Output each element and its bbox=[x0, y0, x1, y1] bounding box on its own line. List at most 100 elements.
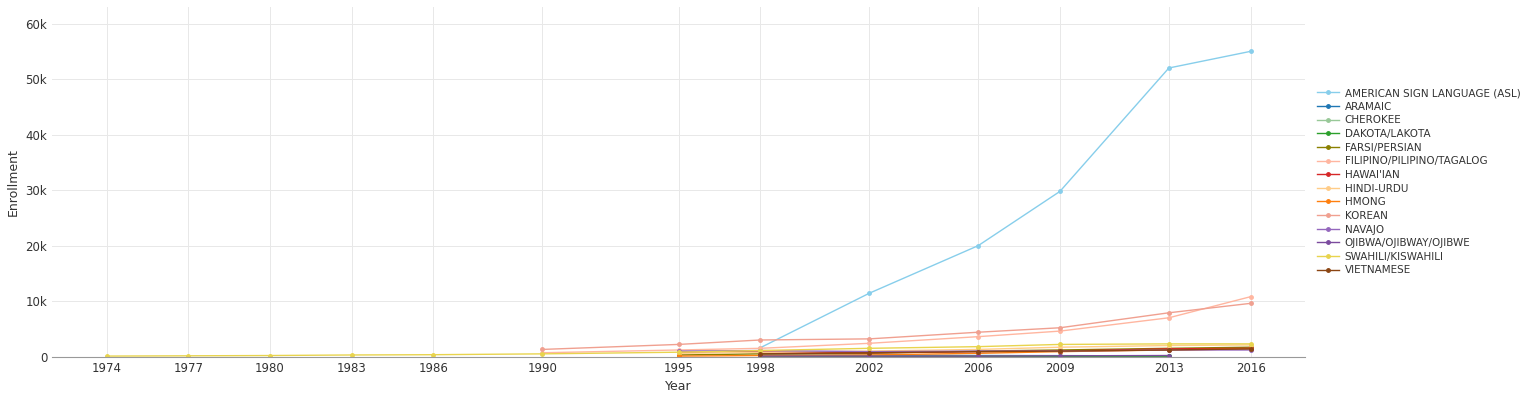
HINDI-URDU bbox=[1159, 343, 1177, 348]
OJIBWA/OJIBWAY/OJIBWE bbox=[1051, 354, 1069, 358]
DAKOTA/LAKOTA bbox=[1051, 354, 1069, 359]
HMONG bbox=[1159, 348, 1177, 352]
HMONG bbox=[860, 352, 878, 357]
CHEROKEE bbox=[751, 354, 770, 358]
DAKOTA/LAKOTA bbox=[751, 354, 770, 358]
OJIBWA/OJIBWAY/OJIBWE bbox=[860, 354, 878, 358]
SWAHILI/KISWAHILI bbox=[425, 352, 443, 357]
VIETNAMESE bbox=[1241, 346, 1260, 351]
DAKOTA/LAKOTA bbox=[970, 354, 988, 359]
HAWAI'IAN bbox=[751, 349, 770, 354]
CHEROKEE bbox=[860, 354, 878, 358]
FILIPINO/PILIPINO/TAGALOG bbox=[533, 350, 551, 355]
HMONG bbox=[1241, 346, 1260, 351]
ARAMAIC bbox=[1159, 354, 1177, 358]
HAWAI'IAN bbox=[860, 350, 878, 355]
HMONG bbox=[751, 353, 770, 358]
SWAHILI/KISWAHILI bbox=[342, 352, 360, 357]
KOREAN bbox=[669, 342, 687, 347]
AMERICAN SIGN LANGUAGE (ASL) bbox=[1051, 189, 1069, 194]
KOREAN bbox=[1051, 325, 1069, 330]
FILIPINO/PILIPINO/TAGALOG bbox=[860, 341, 878, 346]
CHEROKEE bbox=[1051, 354, 1069, 358]
ARAMAIC bbox=[860, 353, 878, 358]
FILIPINO/PILIPINO/TAGALOG bbox=[751, 346, 770, 351]
HAWAI'IAN bbox=[669, 350, 687, 354]
VIETNAMESE bbox=[970, 349, 988, 354]
Line: FARSI/PERSIAN: FARSI/PERSIAN bbox=[676, 346, 1252, 357]
HINDI-URDU bbox=[970, 347, 988, 352]
Line: FILIPINO/PILIPINO/TAGALOG: FILIPINO/PILIPINO/TAGALOG bbox=[541, 295, 1252, 354]
OJIBWA/OJIBWAY/OJIBWE bbox=[751, 354, 770, 358]
OJIBWA/OJIBWAY/OJIBWE bbox=[970, 354, 988, 358]
SWAHILI/KISWAHILI bbox=[1241, 342, 1260, 346]
ARAMAIC bbox=[751, 352, 770, 357]
HINDI-URDU bbox=[669, 351, 687, 356]
CHEROKEE bbox=[970, 354, 988, 358]
KOREAN bbox=[970, 330, 988, 335]
KOREAN bbox=[1241, 301, 1260, 306]
DAKOTA/LAKOTA bbox=[1159, 354, 1177, 358]
VIETNAMESE bbox=[1159, 348, 1177, 352]
FILIPINO/PILIPINO/TAGALOG bbox=[1241, 294, 1260, 299]
HINDI-URDU bbox=[751, 350, 770, 354]
OJIBWA/OJIBWAY/OJIBWE bbox=[1159, 353, 1177, 358]
SWAHILI/KISWAHILI bbox=[970, 344, 988, 349]
SWAHILI/KISWAHILI bbox=[261, 353, 279, 358]
KOREAN bbox=[533, 347, 551, 352]
HMONG bbox=[1051, 349, 1069, 354]
X-axis label: Year: Year bbox=[666, 380, 692, 393]
Line: VIETNAMESE: VIETNAMESE bbox=[759, 347, 1252, 356]
AMERICAN SIGN LANGUAGE (ASL) bbox=[751, 345, 770, 350]
SWAHILI/KISWAHILI bbox=[751, 348, 770, 353]
SWAHILI/KISWAHILI bbox=[1051, 342, 1069, 347]
KOREAN bbox=[860, 336, 878, 341]
Line: AMERICAN SIGN LANGUAGE (ASL): AMERICAN SIGN LANGUAGE (ASL) bbox=[759, 50, 1252, 350]
SWAHILI/KISWAHILI bbox=[179, 354, 197, 358]
FILIPINO/PILIPINO/TAGALOG bbox=[669, 348, 687, 352]
DAKOTA/LAKOTA bbox=[860, 354, 878, 359]
NAVAJO bbox=[751, 348, 770, 353]
AMERICAN SIGN LANGUAGE (ASL) bbox=[860, 291, 878, 296]
KOREAN bbox=[1159, 310, 1177, 315]
FARSI/PERSIAN bbox=[1159, 346, 1177, 351]
Line: DAKOTA/LAKOTA: DAKOTA/LAKOTA bbox=[759, 354, 1171, 358]
HAWAI'IAN bbox=[1241, 346, 1260, 351]
ARAMAIC bbox=[970, 353, 988, 358]
SWAHILI/KISWAHILI bbox=[533, 352, 551, 356]
Line: HMONG: HMONG bbox=[676, 347, 1252, 358]
HMONG bbox=[669, 354, 687, 358]
KOREAN bbox=[751, 338, 770, 342]
CHEROKEE bbox=[1159, 354, 1177, 359]
Line: HAWAI'IAN: HAWAI'IAN bbox=[676, 346, 1252, 354]
Legend: AMERICAN SIGN LANGUAGE (ASL), ARAMAIC, CHEROKEE, DAKOTA/LAKOTA, FARSI/PERSIAN, F: AMERICAN SIGN LANGUAGE (ASL), ARAMAIC, C… bbox=[1316, 88, 1521, 276]
HAWAI'IAN bbox=[970, 349, 988, 354]
SWAHILI/KISWAHILI bbox=[860, 346, 878, 351]
FARSI/PERSIAN bbox=[860, 351, 878, 356]
HAWAI'IAN bbox=[1051, 349, 1069, 354]
NAVAJO bbox=[860, 349, 878, 354]
FARSI/PERSIAN bbox=[751, 352, 770, 356]
SWAHILI/KISWAHILI bbox=[98, 354, 116, 358]
FARSI/PERSIAN bbox=[1051, 348, 1069, 352]
HMONG bbox=[970, 351, 988, 356]
Line: OJIBWA/OJIBWAY/OJIBWE: OJIBWA/OJIBWAY/OJIBWE bbox=[759, 354, 1171, 358]
AMERICAN SIGN LANGUAGE (ASL) bbox=[1241, 49, 1260, 54]
Line: HINDI-URDU: HINDI-URDU bbox=[676, 343, 1252, 355]
FILIPINO/PILIPINO/TAGALOG bbox=[1051, 329, 1069, 334]
VIETNAMESE bbox=[1051, 349, 1069, 354]
Line: ARAMAIC: ARAMAIC bbox=[759, 353, 1171, 358]
NAVAJO bbox=[669, 349, 687, 354]
NAVAJO bbox=[970, 349, 988, 354]
FARSI/PERSIAN bbox=[669, 352, 687, 357]
ARAMAIC bbox=[1051, 353, 1069, 358]
Line: NAVAJO: NAVAJO bbox=[676, 348, 1252, 353]
Y-axis label: Enrollment: Enrollment bbox=[8, 148, 20, 216]
Line: KOREAN: KOREAN bbox=[541, 302, 1252, 351]
Line: CHEROKEE: CHEROKEE bbox=[759, 354, 1171, 358]
SWAHILI/KISWAHILI bbox=[1159, 342, 1177, 346]
SWAHILI/KISWAHILI bbox=[669, 350, 687, 354]
Line: SWAHILI/KISWAHILI: SWAHILI/KISWAHILI bbox=[105, 342, 1252, 358]
HAWAI'IAN bbox=[1159, 346, 1177, 351]
AMERICAN SIGN LANGUAGE (ASL) bbox=[1159, 66, 1177, 70]
